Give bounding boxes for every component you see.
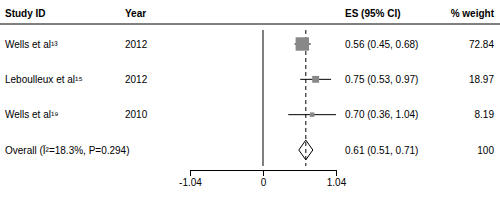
es-label: 0.75 (0.53, 0.97) — [345, 74, 418, 85]
separator — [0, 24, 500, 25]
header: ES (95% CI) — [345, 8, 401, 19]
x-axis: -1.04 0 1.04 — [179, 170, 347, 188]
study-square — [312, 76, 319, 83]
tick-mark — [263, 170, 264, 176]
weight-label: 72.84 — [469, 39, 494, 50]
reference-line — [263, 30, 264, 166]
es-label: 0.70 (0.36, 1.04) — [345, 109, 418, 120]
year-label: 2012 — [125, 39, 148, 50]
weight-label: 8.19 — [475, 109, 495, 120]
study-label: Leboulleux et al¹⁵ — [5, 74, 83, 85]
tick: 0 — [261, 170, 267, 188]
es-label: 0.61 (0.51, 0.71) — [345, 145, 418, 156]
overall-diamond — [299, 140, 313, 160]
study-label: Wells et al¹⁹ — [5, 109, 59, 120]
header: % weight — [451, 8, 495, 19]
study-square — [296, 37, 309, 50]
es-label: 0.56 (0.45, 0.68) — [345, 39, 418, 50]
weight-label: 100 — [477, 145, 494, 156]
header: Year — [125, 8, 146, 19]
weight-label: 18.97 — [469, 74, 494, 85]
study-square — [310, 112, 315, 117]
tick: 1.04 — [327, 170, 347, 188]
overall-label: Overall (Ï²=18.3%, P=0.294) — [5, 145, 130, 156]
plot-area — [263, 30, 336, 166]
tick: -1.04 — [179, 170, 202, 188]
header: Study ID — [5, 8, 46, 19]
year-label: 2012 — [125, 74, 148, 85]
tick-label: 0 — [261, 177, 267, 188]
year-label: 2010 — [125, 109, 148, 120]
tick-mark — [336, 170, 337, 176]
tick-mark — [190, 170, 191, 176]
tick-label: -1.04 — [179, 177, 202, 188]
chart: Study ID Year ES (95% CI) % weight -1.04 0 1.0… — [0, 0, 500, 215]
tick-label: 1.04 — [327, 177, 347, 188]
study-label: Wells et al¹³ — [5, 39, 58, 50]
axis-line — [191, 171, 337, 177]
